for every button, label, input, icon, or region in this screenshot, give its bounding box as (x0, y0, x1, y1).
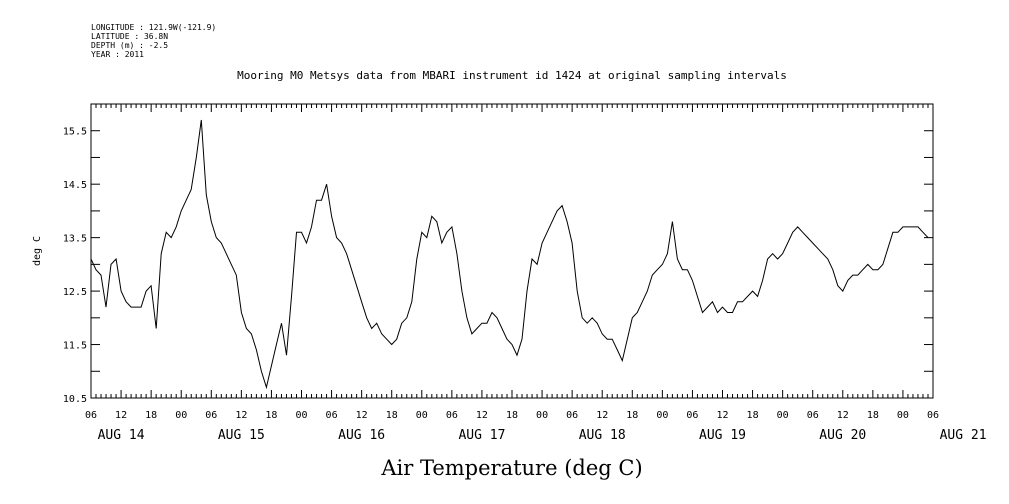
x-tick-label: 06 (85, 410, 97, 421)
chart-title: Mooring M0 Metsys data from MBARI instru… (237, 69, 787, 82)
x-tick-label: 00 (536, 410, 548, 421)
x-tick-label: 18 (145, 410, 157, 421)
y-tick-label: 12.5 (63, 287, 87, 298)
x-day-label: AUG 18 (579, 428, 626, 443)
x-tick-label: 18 (386, 410, 398, 421)
plot-frame (90, 103, 934, 399)
meta-year: YEAR : 2011 (91, 50, 144, 59)
x-day-label: AUG 20 (819, 428, 866, 443)
x-tick-label: 12 (596, 410, 608, 421)
x-day-label: AUG 17 (458, 428, 505, 443)
x-tick-label: 12 (476, 410, 488, 421)
x-tick-label: 00 (295, 410, 307, 421)
x-tick-label: 00 (175, 410, 187, 421)
x-tick-label: 12 (115, 410, 127, 421)
x-tick-label: 00 (897, 410, 909, 421)
meta-latitude: LATITUDE : 36.8N (91, 32, 168, 41)
x-tick-label: 06 (326, 410, 338, 421)
x-tick-label: 00 (777, 410, 789, 421)
x-tick-label: 06 (807, 410, 819, 421)
x-tick-label: 18 (506, 410, 518, 421)
y-axis-label: deg C (32, 236, 43, 266)
x-tick-label: 00 (656, 410, 668, 421)
x-axis: 06 12 18 00 06 12 18 00 06 12 18 00 06 12 18 00 06 12 18 00… (85, 104, 987, 443)
y-tick-label: 11.5 (63, 341, 87, 352)
x-day-label: AUG 14 (98, 428, 145, 443)
x-day-label: AUG 15 (218, 428, 265, 443)
x-tick-label: 12 (235, 410, 247, 421)
x-tick-label: 06 (566, 410, 578, 421)
x-day-label: AUG 19 (699, 428, 746, 443)
y-axis: 10.5 11.5 12.5 13.5 14.5 15.5 (63, 103, 933, 405)
x-tick-label: 00 (416, 410, 428, 421)
x-tick-label: 18 (747, 410, 759, 421)
x-tick-label: 06 (686, 410, 698, 421)
x-tick-label: 18 (626, 410, 638, 421)
x-tick-label: 06 (446, 410, 458, 421)
x-tick-label: 18 (867, 410, 879, 421)
meta-longitude: LONGITUDE : 121.9W(-121.9) (91, 23, 216, 32)
y-tick-label: 10.5 (63, 394, 87, 405)
x-tick-label: 12 (356, 410, 368, 421)
x-tick-label: 12 (837, 410, 849, 421)
air-temperature-line (90, 119, 929, 390)
meta-depth: DEPTH (m) : -2.5 (91, 41, 168, 50)
x-tick-label: 18 (265, 410, 277, 421)
x-tick-label: 06 (205, 410, 217, 421)
x-day-label: AUG 21 (940, 428, 987, 443)
x-tick-label: 06 (927, 410, 939, 421)
x-axis-label: Air Temperature (deg C) (380, 456, 642, 480)
y-tick-label: 13.5 (63, 234, 87, 245)
x-day-label: AUG 16 (338, 428, 385, 443)
x-tick-label: 12 (716, 410, 728, 421)
y-tick-label: 15.5 (63, 127, 87, 138)
y-tick-label: 14.5 (63, 180, 87, 191)
